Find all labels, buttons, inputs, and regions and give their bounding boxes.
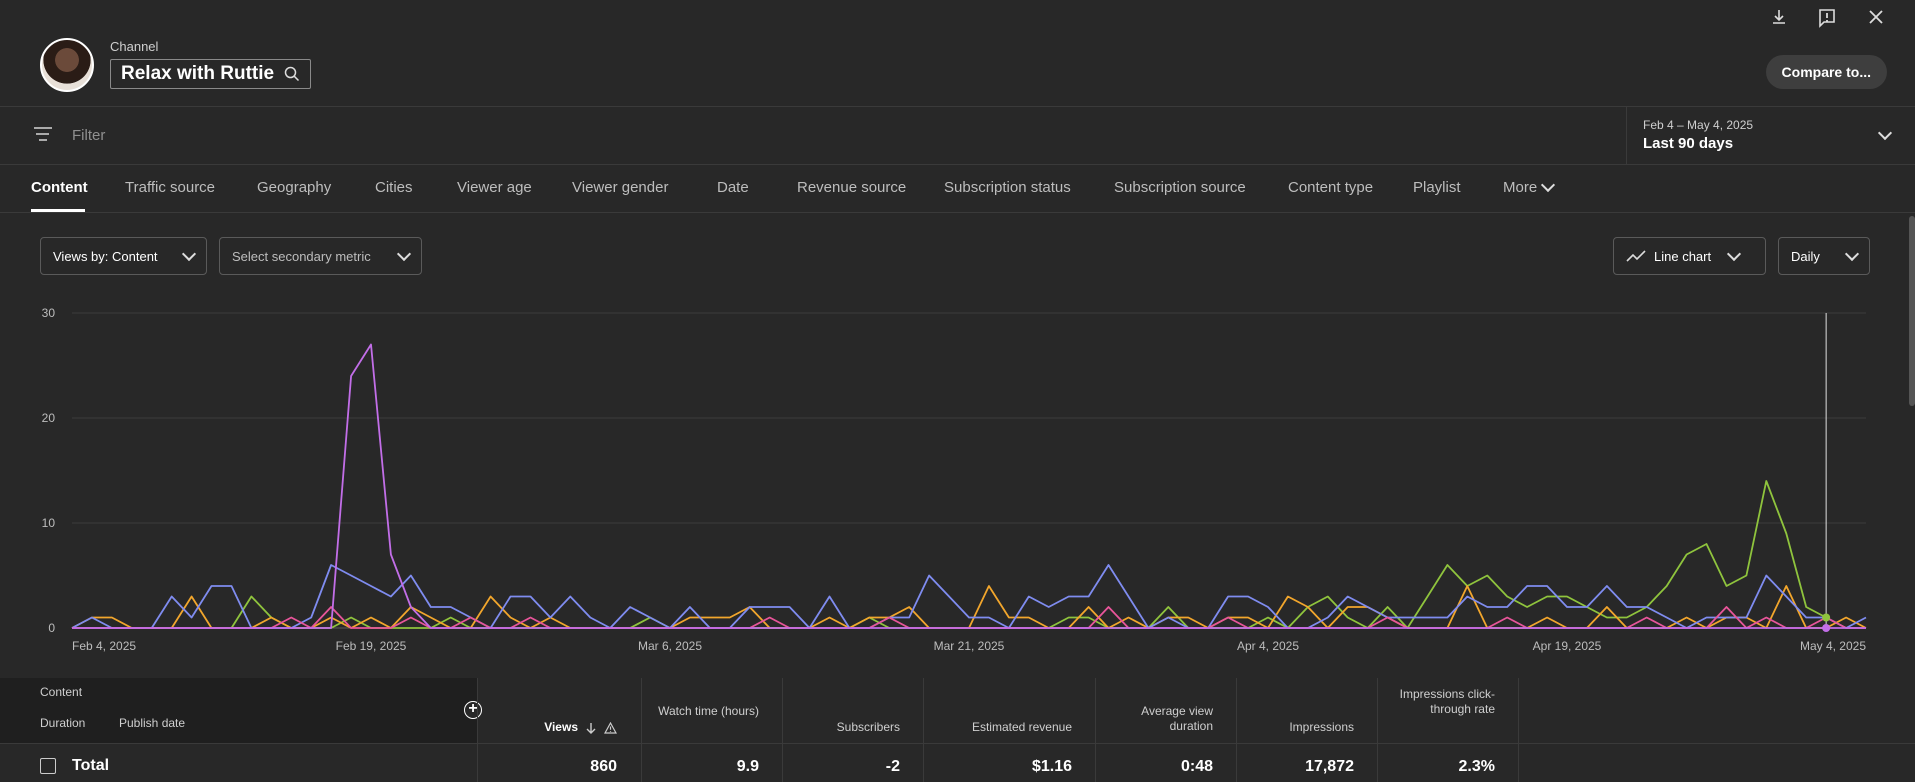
hover-point	[1822, 624, 1831, 632]
feedback-icon[interactable]	[1816, 8, 1838, 30]
table-subheader	[0, 703, 477, 743]
x-tick-label: May 4, 2025	[1800, 639, 1866, 653]
series-line	[71, 564, 1867, 629]
chevron-down-icon	[396, 246, 412, 261]
table-group-header	[0, 678, 477, 703]
tab-viewer-age[interactable]: Viewer age	[457, 179, 532, 196]
channel-name: Relax with Ruttie	[121, 63, 275, 84]
col-average-view-duration[interactable]: Average view duration	[1141, 704, 1213, 733]
divider	[0, 743, 1915, 744]
divider	[641, 678, 642, 782]
date-range-label: Last 90 days	[1643, 135, 1734, 152]
col-impressions-ctr[interactable]: Impressions click-through rate	[1399, 687, 1495, 716]
col-duration[interactable]: Duration	[40, 716, 86, 730]
divider	[1377, 678, 1378, 782]
dimension-tabs: Content Traffic source Geography Cities …	[0, 165, 1915, 213]
tab-subscription-status[interactable]: Subscription status	[944, 179, 1071, 196]
scrollbar[interactable]	[1909, 216, 1915, 406]
close-icon[interactable]	[1865, 8, 1887, 30]
divider	[1095, 678, 1096, 782]
divider	[782, 678, 783, 782]
tab-playlist[interactable]: Playlist	[1413, 179, 1461, 196]
y-tick-label: 30	[42, 306, 56, 320]
series-line	[72, 343, 1866, 629]
sort-arrow-down-icon	[586, 722, 596, 734]
tab-content-type[interactable]: Content type	[1288, 179, 1374, 196]
x-tick-label: Apr 19, 2025	[1533, 639, 1602, 653]
x-tick-label: Mar 6, 2025	[638, 639, 702, 653]
warning-icon	[604, 721, 617, 734]
download-icon[interactable]	[1768, 8, 1790, 30]
col-watch-time[interactable]: Watch time (hours)	[658, 704, 759, 718]
col-impressions[interactable]: Impressions	[1289, 720, 1354, 734]
line-chart-icon	[1626, 250, 1646, 262]
chart-type-label: Line chart	[1654, 248, 1712, 264]
x-tick-label: Feb 4, 2025	[72, 639, 136, 653]
total-row-label: Total	[72, 757, 110, 774]
tab-revenue-source[interactable]: Revenue source	[797, 179, 907, 196]
total-estimated-revenue: $1.16	[1031, 758, 1072, 775]
date-range-selector[interactable]: Feb 4 – May 4, 2025 Last 90 days	[1626, 107, 1915, 164]
total-impressions: 17,872	[1305, 758, 1354, 775]
chevron-down-icon	[1844, 246, 1860, 261]
chart-type-select[interactable]: Line chart	[1613, 237, 1766, 275]
total-impressions-ctr: 2.3%	[1458, 758, 1495, 775]
primary-metric-select[interactable]: Views by: Content	[40, 237, 207, 275]
search-icon	[284, 66, 300, 82]
divider	[1236, 678, 1237, 782]
tab-viewer-gender[interactable]: Viewer gender	[572, 179, 669, 196]
tab-cities[interactable]: Cities	[375, 179, 413, 196]
x-tick-label: Mar 21, 2025	[934, 639, 1005, 653]
primary-metric-label: Views by: Content	[53, 248, 158, 264]
y-tick-label: 20	[42, 411, 56, 425]
total-watch-time: 9.9	[736, 758, 759, 775]
chevron-down-icon	[181, 246, 197, 261]
tab-traffic-source[interactable]: Traffic source	[125, 179, 216, 196]
series-line	[71, 585, 1867, 629]
col-publish-date[interactable]: Publish date	[119, 716, 186, 730]
divider	[923, 678, 924, 782]
compare-button[interactable]: Compare to...	[1765, 55, 1887, 89]
total-average-view-duration: 0:48	[1180, 758, 1213, 775]
x-tick-label: Apr 4, 2025	[1237, 639, 1299, 653]
header: Channel Relax with Ruttie Compare to...	[0, 0, 1915, 107]
chevron-down-icon	[1877, 125, 1893, 143]
divider	[1518, 678, 1519, 782]
active-tab-indicator	[31, 209, 85, 212]
secondary-metric-label: Select secondary metric	[232, 248, 371, 264]
table-group-label: Content	[40, 685, 83, 699]
filter-bar[interactable]: Filter	[0, 107, 1915, 165]
tab-date[interactable]: Date	[717, 179, 749, 196]
col-views-label: Views	[544, 720, 578, 734]
tab-geography[interactable]: Geography	[257, 179, 332, 196]
date-range-dates: Feb 4 – May 4, 2025	[1643, 118, 1754, 132]
filter-icon[interactable]	[34, 127, 52, 143]
channel-avatar	[40, 38, 94, 92]
chevron-down-icon	[1727, 246, 1742, 261]
col-subscribers[interactable]: Subscribers	[836, 720, 900, 734]
add-column-icon[interactable]: +	[464, 701, 482, 719]
interval-select[interactable]: Daily	[1778, 237, 1870, 275]
total-views: 860	[590, 758, 617, 775]
channel-label: Channel	[110, 39, 159, 54]
y-tick-label: 0	[48, 621, 55, 635]
total-subscribers: -2	[885, 758, 900, 775]
col-views[interactable]: Views	[477, 720, 617, 735]
tab-more[interactable]: More	[1503, 177, 1556, 196]
interval-label: Daily	[1791, 248, 1820, 264]
tab-content[interactable]: Content	[31, 179, 88, 196]
chevron-down-icon	[1541, 177, 1556, 193]
hover-point	[1822, 613, 1831, 622]
channel-selector[interactable]: Relax with Ruttie	[110, 59, 312, 89]
x-tick-label: Feb 19, 2025	[336, 639, 407, 653]
secondary-metric-select[interactable]: Select secondary metric	[219, 237, 422, 275]
tab-subscription-source[interactable]: Subscription source	[1114, 179, 1246, 196]
col-estimated-revenue[interactable]: Estimated revenue	[971, 720, 1072, 734]
tab-more-label: More	[1503, 179, 1538, 196]
divider	[477, 678, 478, 782]
views-line-chart[interactable]: 0 10 20 30 Feb 4, 2025 Feb 19, 2025 Mar 6, 202…	[0, 290, 1915, 660]
total-row-checkbox[interactable]	[40, 758, 56, 774]
filter-input[interactable]: Filter	[72, 127, 106, 144]
y-tick-label: 10	[42, 516, 56, 530]
